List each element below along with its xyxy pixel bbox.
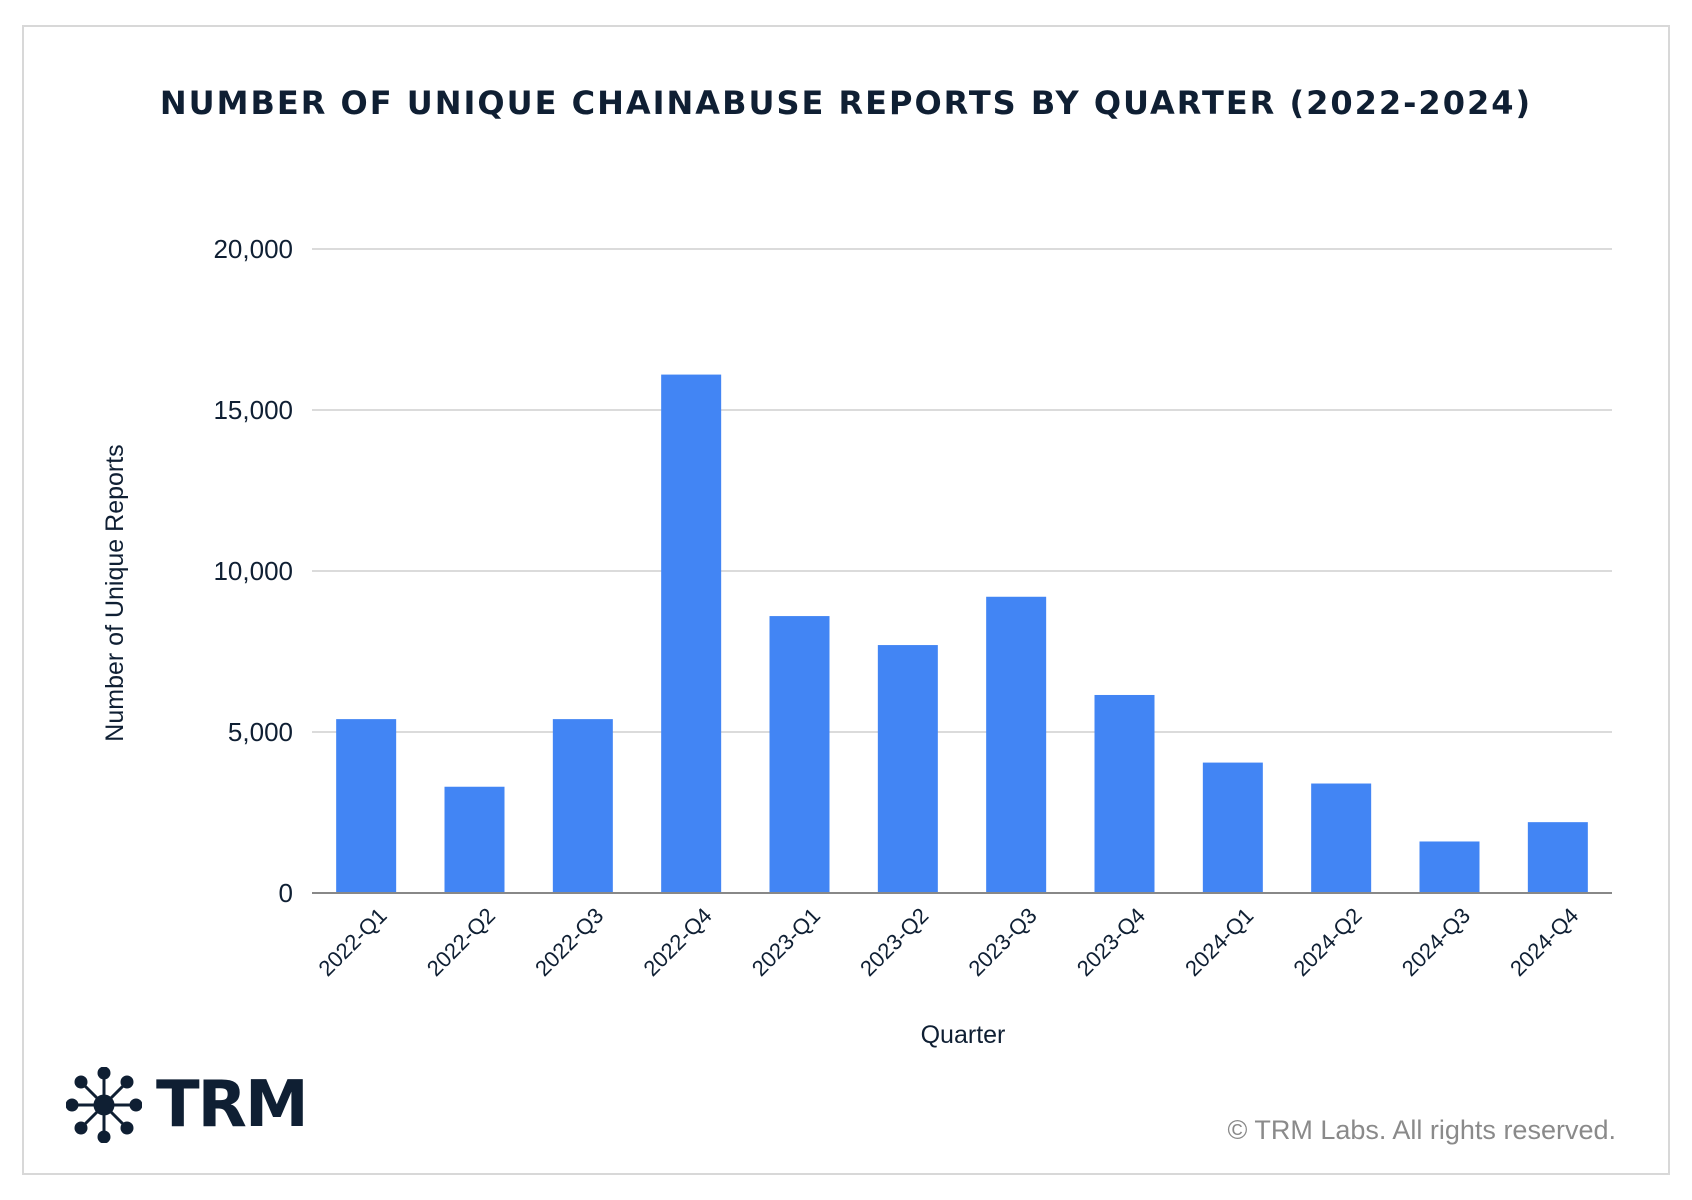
bar-2024-q1 <box>1202 762 1263 893</box>
bar-2024-q3 <box>1419 841 1480 893</box>
chart-title: NUMBER OF UNIQUE CHAINABUSE REPORTS BY Q… <box>159 84 1533 122</box>
trm-logo: TRM <box>66 1067 309 1143</box>
bar-2022-q1 <box>336 719 397 893</box>
bar-2022-q3 <box>552 719 613 893</box>
bar-2023-q3 <box>986 596 1047 893</box>
bar-2023-q2 <box>877 645 938 893</box>
x-tick-label: 2022-Q1 <box>313 903 391 981</box>
bar-2024-q4 <box>1527 822 1588 893</box>
y-tick-label: 20,000 <box>213 234 293 264</box>
x-tick-label: 2024-Q4 <box>1505 903 1583 981</box>
x-tick-label: 2024-Q3 <box>1397 903 1475 981</box>
y-tick-label: 15,000 <box>213 395 293 425</box>
x-tick-label: 2024-Q2 <box>1288 903 1366 981</box>
x-tick-label: 2023-Q1 <box>747 903 825 981</box>
y-tick-label: 0 <box>279 878 293 908</box>
chart-frame <box>22 25 1670 1175</box>
x-tick-label: 2022-Q2 <box>422 903 500 981</box>
logo-wordmark: TRM <box>156 1068 309 1142</box>
x-tick-label: 2024-Q1 <box>1180 903 1258 981</box>
y-tick-label: 5,000 <box>228 717 293 747</box>
bar-2023-q1 <box>769 616 830 893</box>
trm-network-icon <box>66 1067 142 1143</box>
y-axis-title: Number of Unique Reports <box>101 444 129 741</box>
x-axis-title: Quarter <box>921 1021 1006 1049</box>
bar-2024-q2 <box>1311 783 1372 893</box>
y-tick-label: 10,000 <box>213 556 293 586</box>
x-tick-label: 2022-Q3 <box>530 903 608 981</box>
x-tick-label: 2022-Q4 <box>638 903 716 981</box>
x-tick-label: 2023-Q2 <box>855 903 933 981</box>
bar-2022-q2 <box>444 786 505 893</box>
x-tick-label: 2023-Q4 <box>1072 903 1150 981</box>
copyright-notice: © TRM Labs. All rights reserved. <box>1227 1115 1616 1145</box>
bar-2022-q4 <box>661 374 722 894</box>
x-tick-label: 2023-Q3 <box>963 903 1041 981</box>
bar-2023-q4 <box>1094 694 1155 893</box>
